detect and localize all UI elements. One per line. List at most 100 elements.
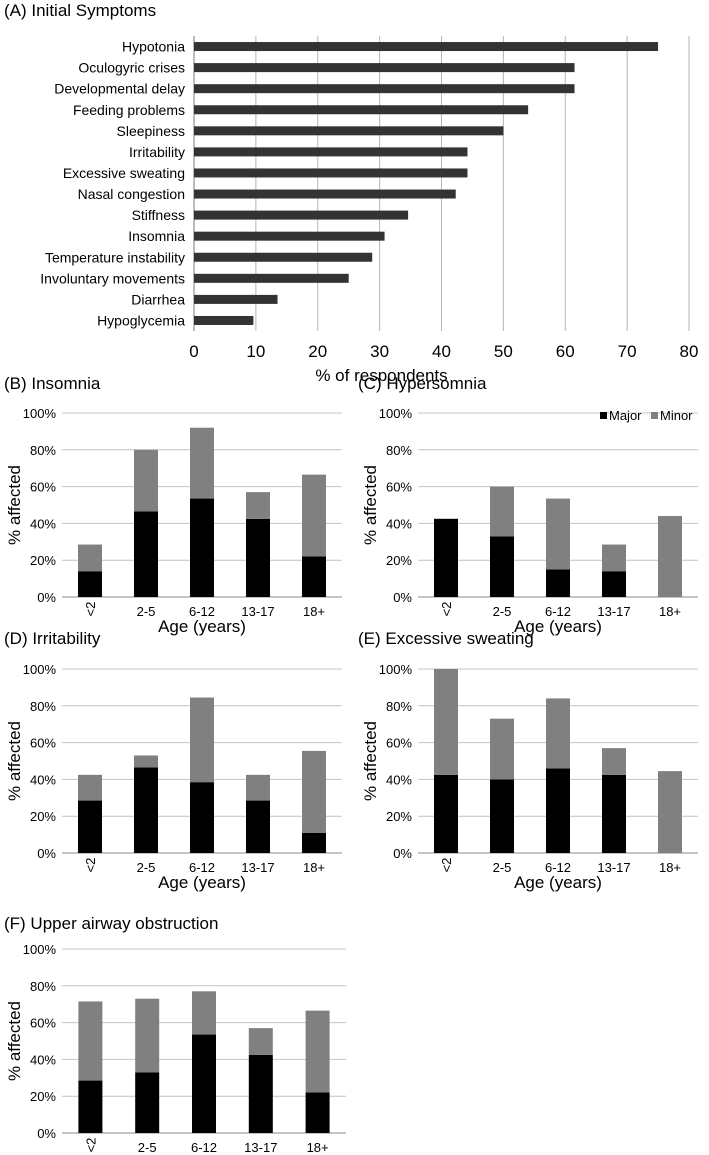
panel-b-bar-major-18plus	[302, 556, 326, 597]
panel-a-x-tick-20: 20	[308, 342, 327, 361]
panel-f-bar-major-13-17	[248, 1054, 273, 1133]
panel-c-legend-label-major: Major	[609, 408, 642, 423]
panel-d-bar-major-13-17	[246, 800, 270, 853]
panel-a-bar-diarrhea	[194, 294, 278, 304]
panel-e-bar-minor-18plus	[658, 771, 682, 853]
panel-e-bar-minor-13-17	[602, 748, 626, 775]
panel-d-bar-minor-18plus	[302, 750, 326, 833]
panel-c-x-tick-13-17: 13-17	[597, 604, 630, 619]
panel-b-x-tick-13-17: 13-17	[241, 604, 274, 619]
panel-a-bar-nasal-congestion	[194, 189, 456, 199]
panel-c-bar-minor-6-12	[546, 498, 570, 570]
panel-f-title: (F) Upper airway obstruction	[4, 914, 218, 933]
panel-c-y-tick-0: 0%	[393, 590, 412, 605]
panel-a-category-insomnia: Insomnia	[128, 228, 185, 244]
panel-f-y-axis-label: % affected	[5, 1001, 24, 1081]
panel-b-y-tick-40: 40%	[30, 516, 56, 531]
panel-b-y-tick-20: 20%	[30, 553, 56, 568]
panel-f-x-tick-2-5: 2-5	[138, 1140, 157, 1155]
panel-d-y-tick-0: 0%	[37, 846, 56, 861]
panel-c-y-tick-100: 100%	[379, 406, 413, 421]
panel-a-x-tick-40: 40	[432, 342, 451, 361]
panel-e-bar-minor-lt2	[434, 669, 458, 775]
panel-a-bar-oculogyric-crises	[194, 63, 575, 73]
panel-a-x-tick-30: 30	[370, 342, 389, 361]
panel-f-y-tick-100: 100%	[23, 942, 57, 957]
panel-e-y-tick-0: 0%	[393, 846, 412, 861]
panel-d-irritability-chart: (D) Irritability 0% 20% 40% 60% 80% 100% <2 2-5 6…	[4, 629, 342, 892]
panel-a-category-diarrhea: Diarrhea	[131, 291, 185, 307]
panel-d-x-tick-2-5: 2-5	[137, 860, 156, 875]
panel-c-legend-label-minor: Minor	[660, 408, 693, 423]
panel-f-bar-major-lt2	[78, 1080, 103, 1133]
panel-d-y-tick-100: 100%	[23, 662, 57, 677]
panel-a-bar-developmental-delay	[194, 84, 575, 94]
panel-c-bar-major-6-12	[546, 569, 570, 597]
panel-d-x-tick-13-17: 13-17	[241, 860, 274, 875]
panel-f-y-tick-60: 60%	[30, 1016, 56, 1031]
panel-c-y-tick-40: 40%	[386, 516, 412, 531]
panel-c-legend-swatch-major	[600, 412, 607, 419]
panel-d-bar-major-6-12	[190, 782, 214, 853]
panel-b-x-tick-6-12: 6-12	[189, 604, 215, 619]
panel-c-legend-swatch-minor	[651, 412, 658, 419]
panel-f-bar-major-6-12	[192, 1034, 216, 1133]
panel-b-bar-minor-13-17	[246, 492, 270, 519]
panel-c-bar-minor-18plus	[658, 516, 682, 597]
panel-d-y-axis-label: % affected	[5, 721, 24, 801]
panel-c-legend: Major Minor	[600, 408, 693, 423]
panel-a-bar-excessive-sweating	[194, 168, 468, 178]
panel-e-bar-major-13-17	[602, 774, 626, 853]
panel-f-y-tick-0: 0%	[37, 1126, 56, 1141]
panel-a-bar-involuntary-movements	[194, 273, 349, 283]
panel-f-bar-minor-18plus	[305, 1010, 330, 1093]
panel-a-bar-insomnia	[194, 231, 385, 241]
panel-d-x-axis-label: Age (years)	[158, 873, 246, 892]
panel-c-y-tick-20: 20%	[386, 553, 412, 568]
panel-d-bar-minor-13-17	[246, 774, 270, 801]
panel-b-x-tick-18plus: 18+	[303, 604, 325, 619]
panel-b-y-tick-100: 100%	[23, 406, 57, 421]
panel-b-x-tick-lt2: <2	[83, 602, 98, 617]
panel-f-bar-minor-13-17	[248, 1028, 273, 1055]
panel-e-bar-minor-2-5	[490, 718, 514, 780]
panel-c-x-tick-2-5: 2-5	[493, 604, 512, 619]
panel-d-x-tick-lt2: <2	[83, 858, 98, 873]
panel-c-x-tick-6-12: 6-12	[545, 604, 571, 619]
panel-d-y-tick-20: 20%	[30, 809, 56, 824]
panel-c-bar-major-lt2	[434, 518, 458, 597]
panel-a-category-hypotonia: Hypotonia	[122, 39, 185, 55]
panel-e-x-axis-label: Age (years)	[514, 873, 602, 892]
panel-f-bar-minor-2-5	[135, 998, 160, 1073]
panel-b-bar-minor-2-5	[134, 449, 158, 512]
panel-a-bar-hypoglycemia	[194, 315, 254, 325]
panel-e-y-tick-100: 100%	[379, 662, 413, 677]
panel-d-x-tick-6-12: 6-12	[189, 860, 215, 875]
panel-a-category-hypoglycemia: Hypoglycemia	[97, 312, 185, 328]
panel-c-bar-major-13-17	[602, 571, 626, 597]
panel-b-bar-major-13-17	[246, 518, 270, 597]
panel-f-upper-airway-obstruction-chart: (F) Upper airway obstruction 0% 20% 40% 60% 8…	[4, 914, 346, 1155]
panel-b-x-tick-2-5: 2-5	[137, 604, 156, 619]
panel-b-bar-minor-18plus	[302, 474, 326, 557]
panel-c-bar-minor-2-5	[490, 486, 514, 537]
panel-f-bar-minor-6-12	[192, 991, 216, 1035]
panel-c-title: (C) Hypersomnia	[358, 374, 487, 393]
panel-e-excessive-sweating-chart: (E) Excessive sweating 0% 20% 40% 60% 80% 100%…	[358, 629, 698, 892]
panel-b-y-tick-60: 60%	[30, 480, 56, 495]
panel-a-x-tick-0: 0	[189, 342, 198, 361]
panel-d-bar-minor-lt2	[78, 774, 102, 801]
panel-b-y-tick-0: 0%	[37, 590, 56, 605]
panel-a-x-tick-10: 10	[246, 342, 265, 361]
panel-c-x-tick-18plus: 18+	[659, 604, 681, 619]
panel-e-bar-major-lt2	[434, 774, 458, 853]
panel-b-y-tick-80: 80%	[30, 443, 56, 458]
panel-b-insomnia-chart: (B) Insomnia 0% 20% 40% 60% 80% 100% <2 2-5 6-12 1…	[4, 374, 342, 636]
panel-a-category-sleepiness: Sleepiness	[117, 123, 186, 139]
panel-a-x-tick-70: 70	[618, 342, 637, 361]
panel-c-y-axis-label: % affected	[361, 465, 380, 545]
panel-d-bar-minor-2-5	[134, 755, 158, 768]
panel-e-y-tick-60: 60%	[386, 736, 412, 751]
panel-a-category-developmental-delay: Developmental delay	[54, 81, 185, 97]
panel-e-y-tick-40: 40%	[386, 772, 412, 787]
